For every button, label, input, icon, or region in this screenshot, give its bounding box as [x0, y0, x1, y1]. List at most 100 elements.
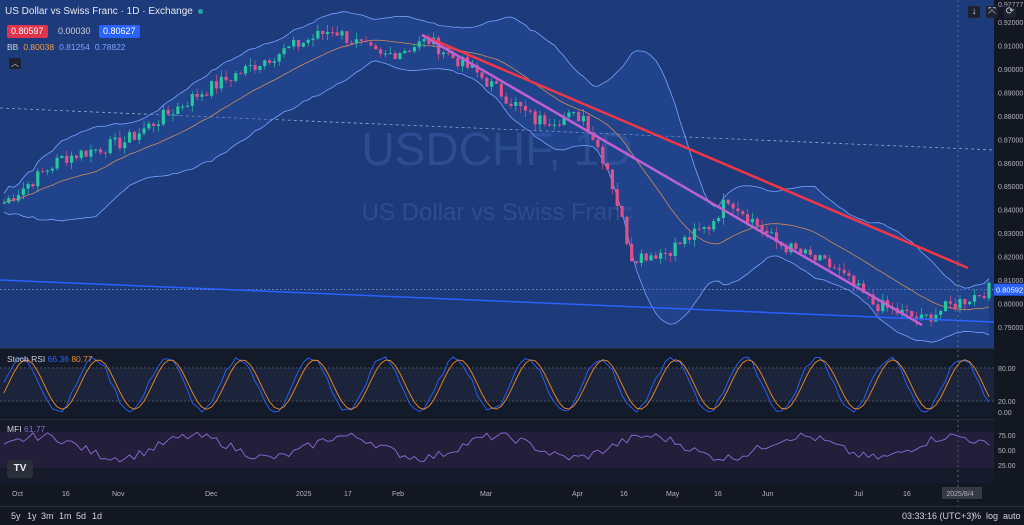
candle-body: [374, 45, 378, 50]
bb-fill: [4, 11, 989, 343]
candle-body: [89, 149, 93, 157]
candle-body: [152, 123, 156, 126]
candle-body: [103, 152, 107, 154]
candle-body: [219, 76, 223, 89]
range-1d[interactable]: 1d: [92, 511, 103, 521]
candle-body: [364, 40, 368, 43]
candle-body: [258, 66, 262, 70]
candle-body: [499, 83, 503, 97]
mfi-line: [3, 431, 990, 463]
candle-body: [234, 73, 238, 81]
range-5d[interactable]: 5d: [76, 511, 87, 521]
candle-body: [972, 295, 977, 302]
candle-body: [519, 101, 523, 107]
dashed-channel-line: [0, 107, 995, 151]
range-1m[interactable]: 1m: [59, 511, 72, 521]
candle-body: [350, 42, 354, 44]
maximize-icon[interactable]: ⤧: [986, 6, 998, 18]
candle-body: [605, 163, 610, 170]
candle-body: [2, 202, 6, 204]
candle-body: [741, 211, 745, 215]
bb-basis: 0.80038: [23, 42, 55, 52]
candle-body: [147, 123, 151, 129]
candle-body: [567, 112, 571, 118]
symbol-title[interactable]: US Dollar vs Swiss Franc · 1D · Exchange: [5, 6, 193, 17]
chevron-up-icon[interactable]: ︿: [9, 58, 21, 69]
candle-body: [615, 189, 619, 206]
candle-body: [41, 171, 45, 173]
price-tick-label: 0.83000: [998, 231, 1023, 238]
time-tick-label: Oct: [12, 491, 23, 498]
bb-upper-line: [3, 11, 990, 289]
candle-body: [123, 142, 127, 149]
candle-body: [828, 258, 832, 268]
candle-body: [523, 106, 528, 111]
candle-body: [407, 50, 412, 52]
candle-body: [494, 81, 499, 84]
clock[interactable]: 03:33:16 (UTC+3): [902, 511, 975, 521]
symbol-header[interactable]: US Dollar vs Swiss Franc · 1D · Exchange: [5, 6, 203, 17]
buy-price-button[interactable]: 0.80627: [99, 25, 140, 38]
range-1y[interactable]: 1y: [27, 511, 37, 521]
candle-body: [267, 60, 272, 63]
candle-body: [383, 53, 388, 55]
log-toggle[interactable]: log: [986, 511, 999, 521]
settings-icon[interactable]: ⟳: [1004, 6, 1016, 18]
candle-body: [417, 41, 421, 48]
mfi-tick-label: 25.00: [998, 463, 1016, 470]
time-tick-label: 2025: [296, 491, 312, 498]
candle-body: [538, 115, 542, 125]
arrow-down-icon[interactable]: ↓: [968, 6, 980, 18]
stoch-band-fill: [0, 368, 994, 401]
candle-body: [842, 269, 846, 274]
candle-body: [924, 314, 928, 316]
candle-body: [113, 137, 117, 140]
stoch-d: 80.77: [71, 354, 93, 364]
stoch-k: 66.36: [47, 354, 69, 364]
candle-body: [369, 42, 373, 46]
candle-body: [692, 228, 697, 240]
percent-toggle[interactable]: %: [973, 511, 982, 521]
candle-body: [533, 111, 537, 125]
time-tick-label: Jul: [854, 491, 863, 498]
candle-body: [857, 283, 861, 286]
candle-body: [745, 214, 750, 223]
candle-body: [398, 53, 402, 59]
current-price-badge: [994, 283, 1024, 296]
mfi-legend[interactable]: MFI 61.77: [7, 424, 45, 434]
price-tick-label: 0.85000: [998, 184, 1023, 191]
price-tick-label: 0.88000: [998, 114, 1023, 121]
stoch-label: Stoch RSI: [7, 354, 46, 364]
mfi-pane: [0, 420, 994, 483]
candle-body: [98, 149, 103, 153]
candle-body: [823, 255, 827, 259]
sell-price-button[interactable]: 0.80597: [7, 25, 48, 38]
range-5y[interactable]: 5y: [11, 511, 21, 521]
candle-body: [108, 139, 112, 154]
candle-body: [717, 217, 721, 222]
candle-body: [755, 218, 759, 226]
candle-body: [774, 232, 779, 243]
price-tick-label: 0.79000: [998, 325, 1023, 332]
auto-toggle[interactable]: auto: [1003, 511, 1021, 521]
candle-body: [446, 52, 450, 54]
time-tick-label: 17: [344, 491, 352, 498]
watermark-name: US Dollar vs Swiss Franc: [362, 199, 633, 226]
candle-body: [688, 237, 692, 240]
range-3m[interactable]: 3m: [41, 511, 54, 521]
candle-body: [630, 243, 634, 262]
tradingview-logo-icon[interactable]: TV: [7, 460, 33, 478]
candle-body: [55, 157, 59, 169]
candle-body: [272, 61, 276, 63]
candle-body: [543, 115, 547, 125]
bb-legend[interactable]: BB 0.80038 0.81254 0.78822: [7, 42, 126, 52]
stoch-legend[interactable]: Stoch RSI 66.36 80.77: [7, 354, 93, 364]
candle-body: [586, 115, 590, 133]
candle-body: [736, 208, 740, 212]
time-axis-bg: [0, 483, 994, 506]
time-tick-label: May: [666, 491, 680, 498]
candle-body: [156, 124, 161, 126]
candle-body: [881, 300, 885, 312]
candle-body: [200, 94, 204, 97]
